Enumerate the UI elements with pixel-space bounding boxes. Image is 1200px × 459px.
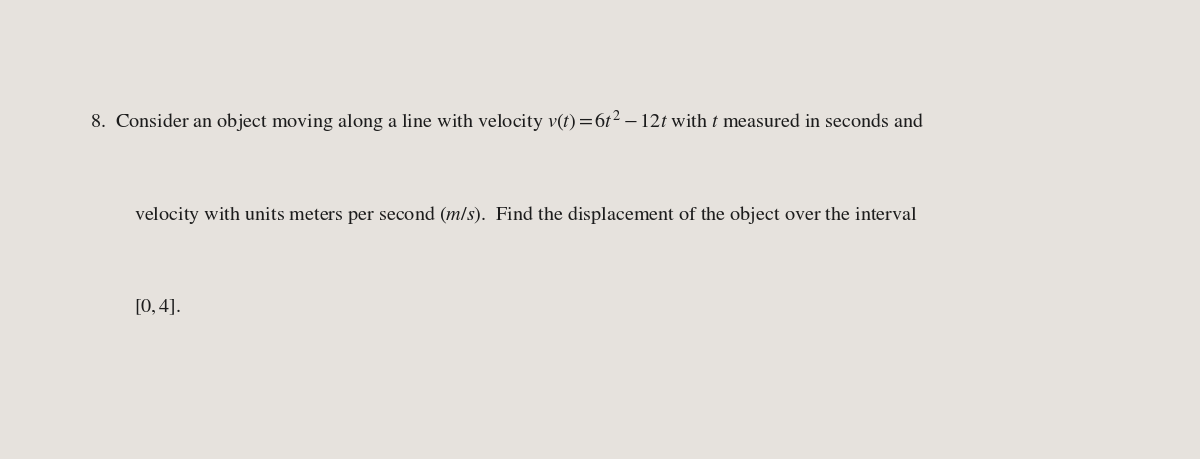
Text: $[0, 4].$: $[0, 4].$ xyxy=(134,297,181,317)
Text: velocity with units meters per second $(m/s)$.  Find the displacement of the obj: velocity with units meters per second $(… xyxy=(134,204,918,226)
Text: 8.  Consider an object moving along a line with velocity $v(t) = 6t^2 - 12t$ wit: 8. Consider an object moving along a lin… xyxy=(90,109,924,135)
